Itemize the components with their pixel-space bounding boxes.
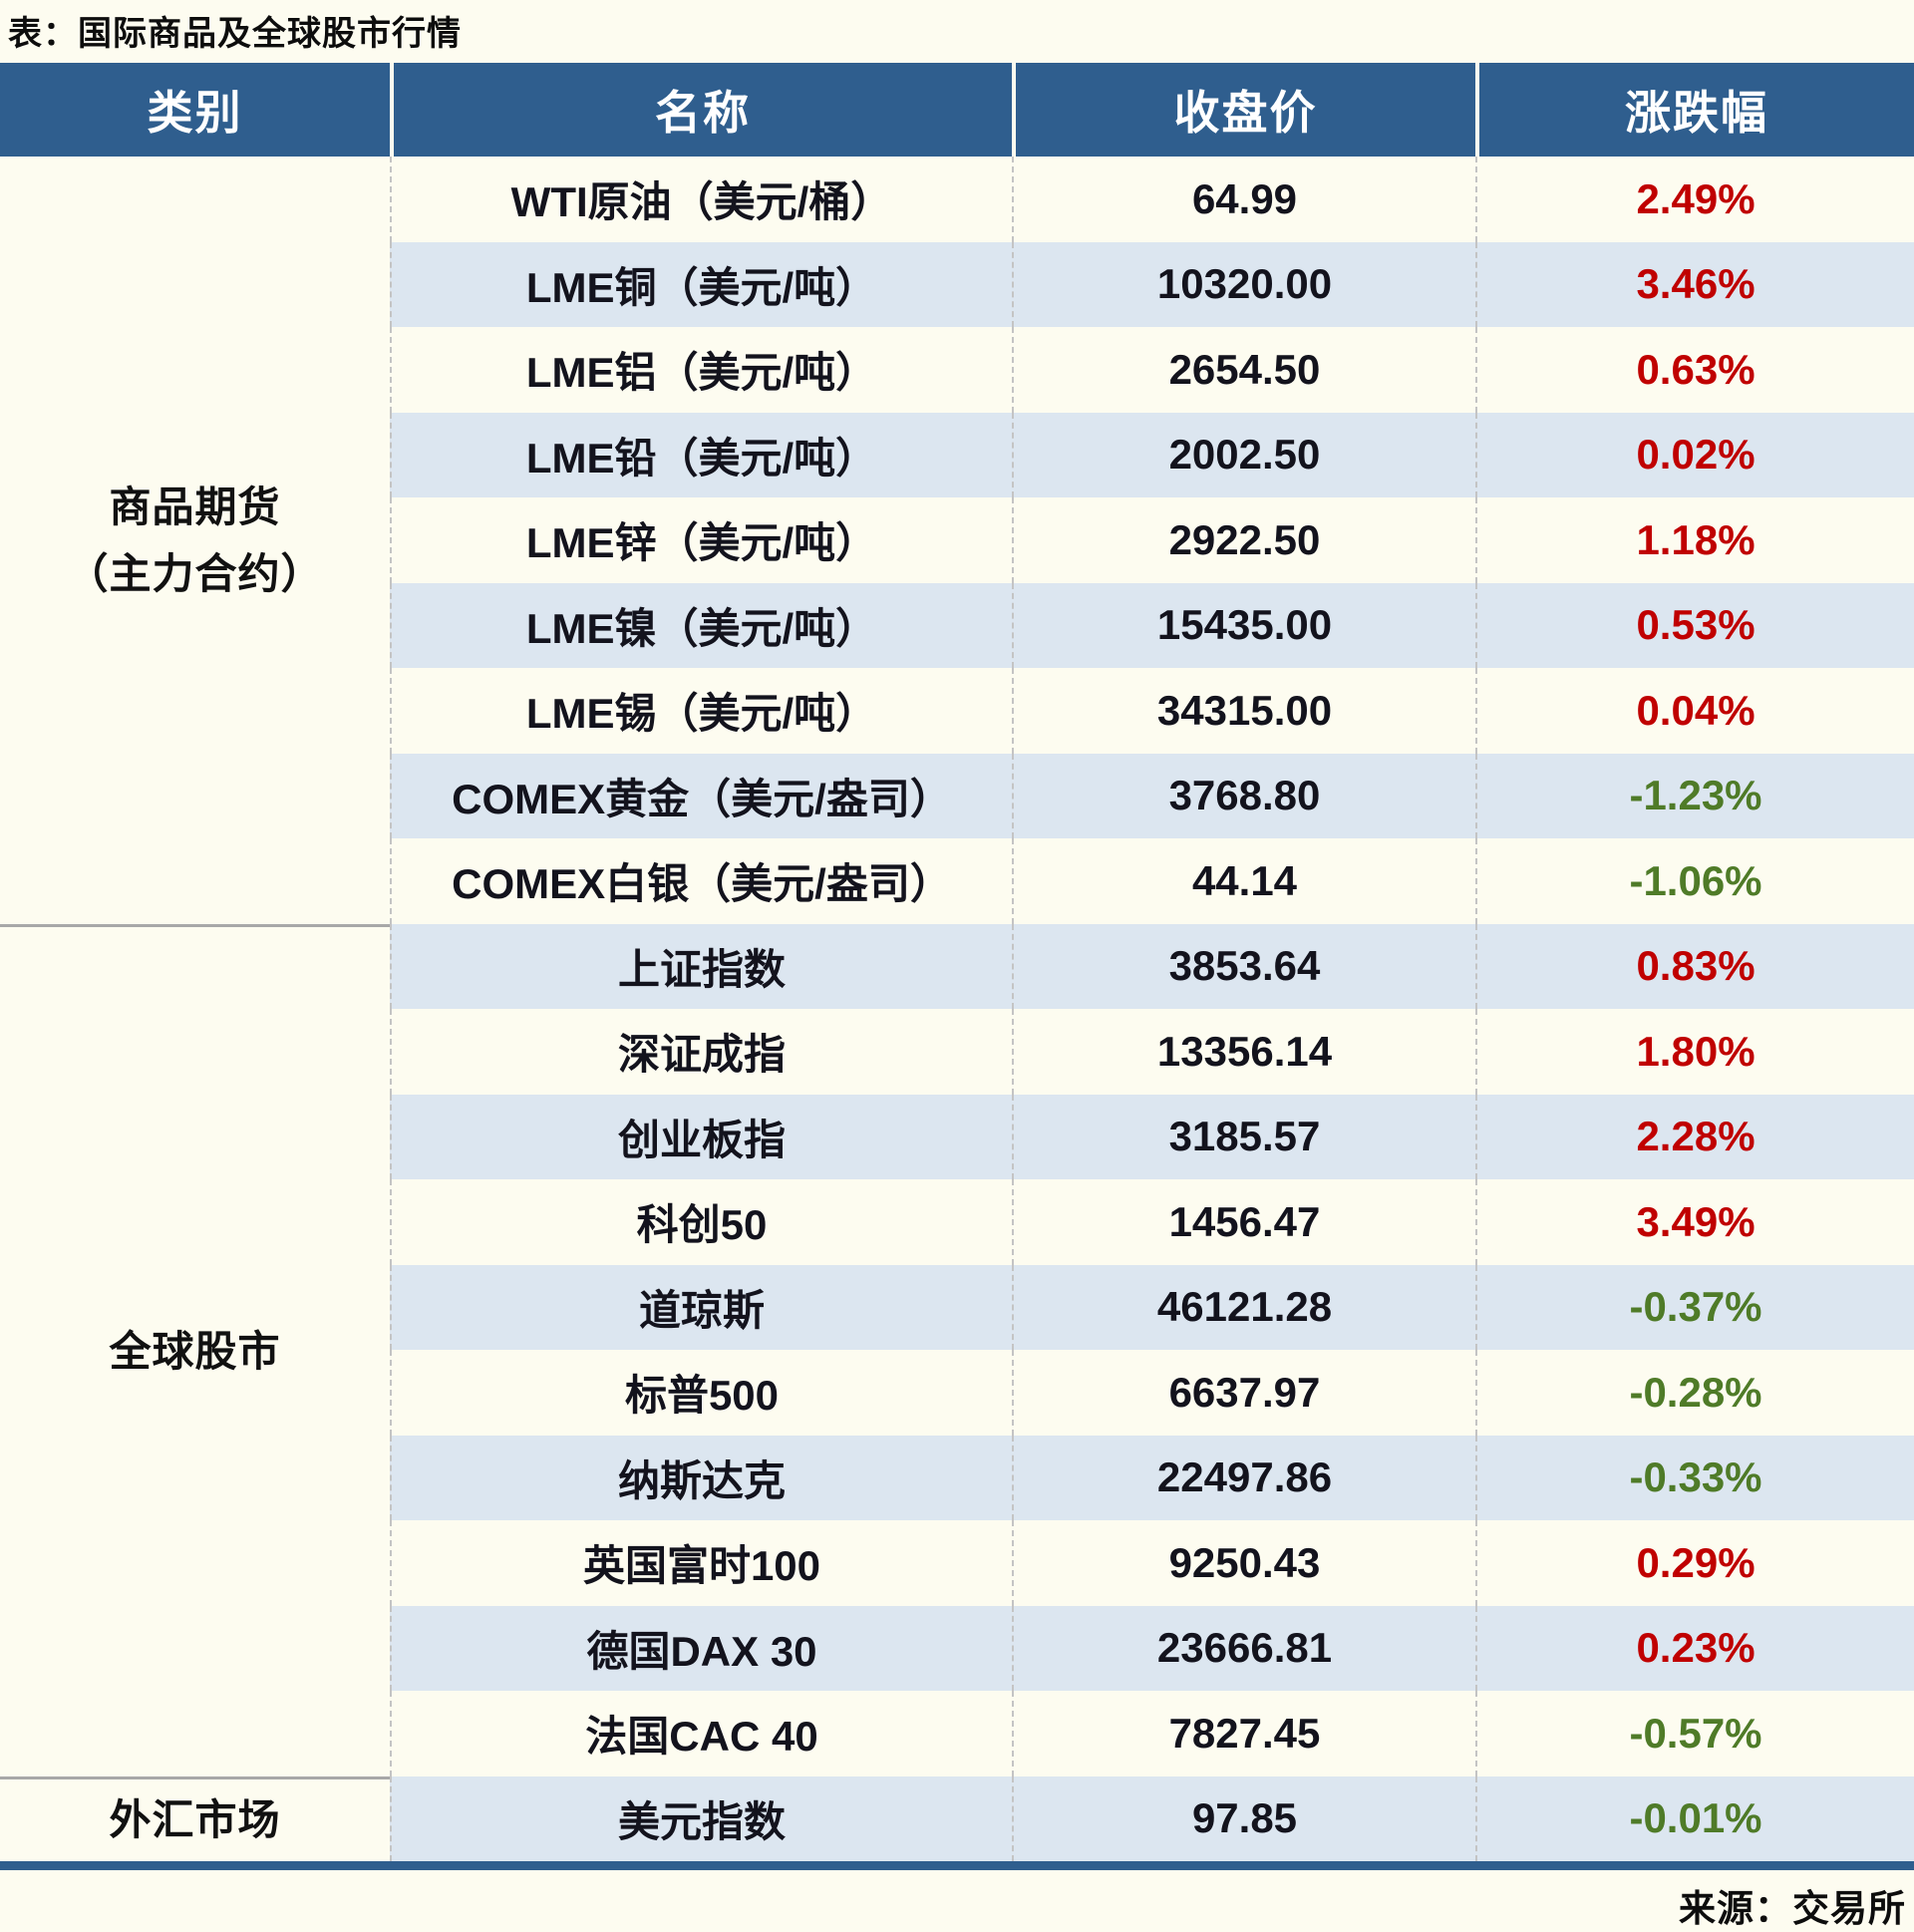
instrument-name-cell: LME锡（美元/吨） xyxy=(390,668,1012,754)
change-percent-cell: 0.02% xyxy=(1475,412,1914,497)
instrument-name-cell: 德国DAX 30 xyxy=(390,1605,1012,1691)
category-cell: 外汇市场 xyxy=(0,1775,390,1862)
instrument-name-cell: 纳斯达克 xyxy=(390,1435,1012,1520)
close-price-cell: 1456.47 xyxy=(1012,1179,1475,1265)
close-price-cell: 23666.81 xyxy=(1012,1605,1475,1691)
instrument-name-cell: LME铅（美元/吨） xyxy=(390,412,1012,497)
change-percent-cell: 3.46% xyxy=(1475,241,1914,327)
page-title: 表：国际商品及全球股市行情 xyxy=(8,15,462,53)
source-note: 来源：交易所 xyxy=(1679,1888,1906,1929)
close-price-cell: 34315.00 xyxy=(1012,668,1475,754)
change-percent-cell: 0.63% xyxy=(1475,327,1914,413)
change-percent-cell: 0.04% xyxy=(1475,668,1914,754)
instrument-name-cell: 深证成指 xyxy=(390,1009,1012,1095)
close-price-cell: 2922.50 xyxy=(1012,497,1475,583)
category-cell: 商品期货 （主力合约） xyxy=(66,483,324,597)
change-percent-cell: -0.28% xyxy=(1475,1350,1914,1436)
instrument-name-cell: 科创50 xyxy=(390,1179,1012,1265)
change-percent-cell: -0.33% xyxy=(1475,1435,1914,1520)
instrument-name-cell: 法国CAC 40 xyxy=(390,1691,1012,1776)
table-bottom-border xyxy=(0,1861,1914,1870)
change-percent-cell: 0.53% xyxy=(1475,582,1914,668)
change-percent-cell: 3.49% xyxy=(1475,1179,1914,1265)
market-table: 类别 名称 收盘价 涨跌幅 商品期货 （主力合约） WTI原油（美元/桶） 64.9… xyxy=(0,63,1914,1861)
close-price-cell: 2002.50 xyxy=(1012,412,1475,497)
close-price-cell: 10320.00 xyxy=(1012,241,1475,327)
close-price-cell: 6637.97 xyxy=(1012,1350,1475,1436)
instrument-name-cell: COMEX白银（美元/盎司） xyxy=(390,838,1012,924)
column-header-category: 类别 xyxy=(0,63,390,157)
instrument-name-cell: LME铝（美元/吨） xyxy=(390,327,1012,413)
change-percent-cell: 2.49% xyxy=(1475,157,1914,242)
change-percent-cell: 1.18% xyxy=(1475,497,1914,583)
close-price-cell: 22497.86 xyxy=(1012,1435,1475,1520)
change-percent-cell: -0.01% xyxy=(1475,1775,1914,1861)
close-price-cell: 46121.28 xyxy=(1012,1264,1475,1350)
instrument-name-cell: 标普500 xyxy=(390,1350,1012,1436)
instrument-name-cell: 美元指数 xyxy=(390,1775,1012,1861)
close-price-cell: 7827.45 xyxy=(1012,1691,1475,1776)
instrument-name-cell: 上证指数 xyxy=(390,923,1012,1009)
change-percent-cell: -0.57% xyxy=(1475,1691,1914,1776)
close-price-cell: 2654.50 xyxy=(1012,327,1475,413)
close-price-cell: 13356.14 xyxy=(1012,1009,1475,1095)
column-header-change: 涨跌幅 xyxy=(1475,63,1914,157)
column-header-name: 名称 xyxy=(390,63,1012,157)
change-percent-cell: 2.28% xyxy=(1475,1094,1914,1179)
change-percent-cell: 0.29% xyxy=(1475,1520,1914,1606)
instrument-name-cell: LME锌（美元/吨） xyxy=(390,497,1012,583)
close-price-cell: 9250.43 xyxy=(1012,1520,1475,1606)
change-percent-cell: -1.06% xyxy=(1475,838,1914,924)
instrument-name-cell: 道琼斯 xyxy=(390,1264,1012,1350)
close-price-cell: 64.99 xyxy=(1012,157,1475,242)
close-price-cell: 3768.80 xyxy=(1012,753,1475,838)
instrument-name-cell: COMEX黄金（美元/盎司） xyxy=(390,753,1012,838)
change-percent-cell: 0.83% xyxy=(1475,923,1914,1009)
column-header-close: 收盘价 xyxy=(1012,63,1475,157)
close-price-cell: 97.85 xyxy=(1012,1775,1475,1861)
close-price-cell: 3185.57 xyxy=(1012,1094,1475,1179)
change-percent-cell: 1.80% xyxy=(1475,1009,1914,1095)
close-price-cell: 15435.00 xyxy=(1012,582,1475,668)
instrument-name-cell: 英国富时100 xyxy=(390,1520,1012,1606)
close-price-cell: 44.14 xyxy=(1012,838,1475,924)
category-cell: 全球股市 xyxy=(0,923,390,1776)
instrument-name-cell: LME铜（美元/吨） xyxy=(390,241,1012,327)
instrument-name-cell: LME镍（美元/吨） xyxy=(390,582,1012,668)
change-percent-cell: -0.37% xyxy=(1475,1264,1914,1350)
change-percent-cell: 0.23% xyxy=(1475,1605,1914,1691)
instrument-name-cell: WTI原油（美元/桶） xyxy=(390,157,1012,242)
instrument-name-cell: 创业板指 xyxy=(390,1094,1012,1179)
close-price-cell: 3853.64 xyxy=(1012,923,1475,1009)
change-percent-cell: -1.23% xyxy=(1475,753,1914,838)
